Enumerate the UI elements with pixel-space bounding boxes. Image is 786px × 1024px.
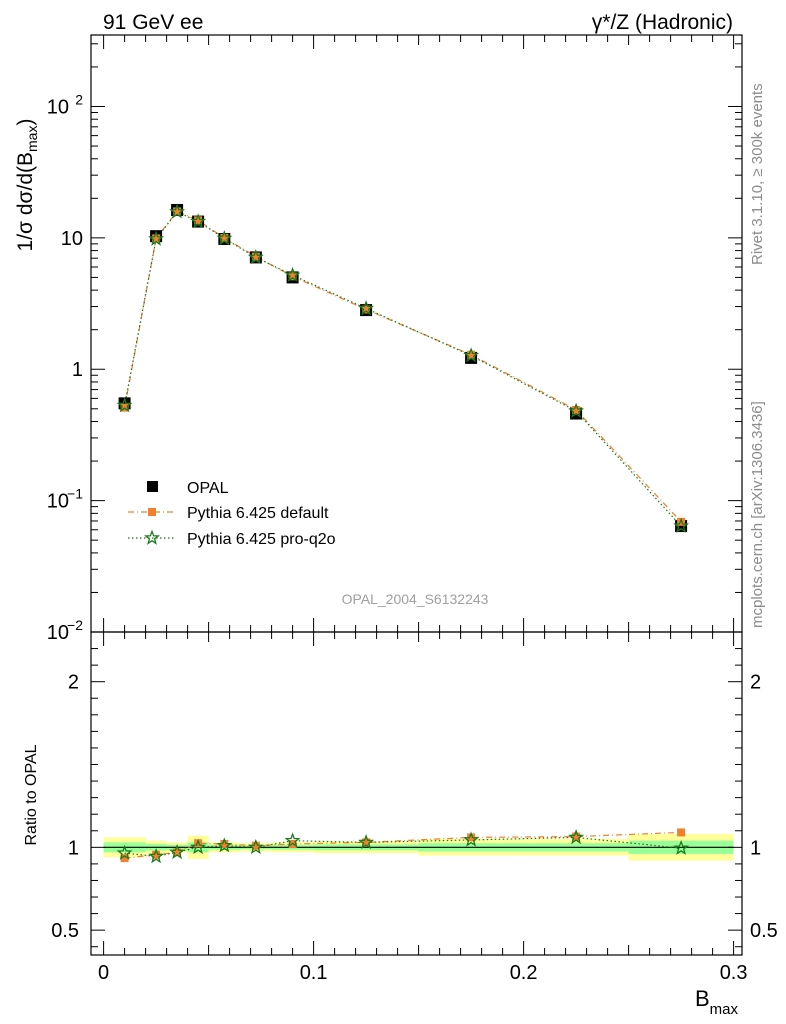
proq2o-point — [148, 230, 165, 246]
ratio-default-point — [467, 833, 476, 842]
ratio-panel: 0.5 0.5 1 1 2 2 0 0.1 0.2 0.3 — [51, 631, 778, 984]
ratio-ytick-label-right: 2 — [750, 672, 761, 694]
legend: OPAL Pythia 6.425 default Pythia 6.425 p… — [128, 480, 336, 548]
ratio-proq2o-point — [216, 837, 233, 853]
ratio-proq2o-point — [190, 838, 207, 855]
ratio-series — [116, 828, 690, 864]
proq2o-point — [358, 300, 375, 316]
default-point — [362, 305, 371, 314]
ratio-ytick-label: 0.5 — [51, 920, 79, 942]
default-point — [251, 252, 260, 261]
ratio-default-point — [677, 828, 686, 837]
main-ytick-label: 10 — [61, 228, 83, 250]
ratio-xtick-label: 0.1 — [300, 962, 328, 984]
ratio-xtick-label: 0.2 — [510, 962, 538, 984]
analysis-watermark: OPAL_2004_S6132243 — [342, 591, 489, 607]
ratio-proq2o-point — [463, 831, 480, 847]
ratio-ylabel: Ratio to OPAL — [23, 744, 40, 845]
ratio-proq2o-point — [358, 834, 375, 850]
default-point — [173, 207, 182, 216]
main-ylabel: 1/σ dσ/d(Bmax) — [14, 119, 40, 252]
proq2o-point — [247, 249, 264, 265]
legend-label-opal: OPAL — [187, 480, 229, 497]
ratio-proq2o-point — [247, 838, 264, 855]
ratio-ytick-label-right: 1 — [750, 837, 761, 859]
proq2o-point — [284, 266, 301, 282]
ratio-default-point — [152, 850, 161, 859]
legend-star-shape — [144, 529, 160, 545]
ratio-xtick-label: 0 — [98, 962, 109, 984]
rivet-label: Rivet 3.1.10, ≥ 300k events — [749, 83, 766, 265]
default-point — [220, 233, 229, 242]
ratio-proq2o-point — [169, 843, 186, 860]
ratio-proq2o-point — [568, 829, 585, 845]
ratio-default-point — [120, 854, 129, 863]
main-ytick-label: 1 — [72, 359, 83, 381]
proq2o-point — [116, 397, 133, 413]
main-ytick-label-base: 10 — [47, 96, 69, 118]
main-ytick-label-exp: 2 — [75, 91, 83, 107]
default-point — [194, 216, 203, 225]
ratio-ytick-label: 2 — [68, 672, 79, 694]
main-ytick-label-base: 10 — [47, 622, 69, 644]
x-axis-label: Bmax — [695, 986, 739, 1018]
ratio-ytick-label: 1 — [68, 837, 79, 859]
ratio-frame — [90, 631, 743, 956]
ratio-proq2o-point — [284, 832, 301, 848]
main-series — [116, 203, 690, 533]
proq2o-point — [169, 203, 186, 219]
default-point — [152, 234, 161, 243]
ratio-xtick-label: 0.3 — [720, 962, 748, 984]
ratio-proq2o-point — [116, 844, 133, 860]
ratio-proq2o-point — [148, 848, 165, 864]
series-line-proq2o — [124, 211, 682, 527]
default-point — [288, 272, 297, 281]
header-left: 91 GeV ee — [103, 11, 203, 34]
ratio-default-point — [251, 841, 260, 850]
ratio-default-point — [362, 838, 371, 847]
series-line-default — [124, 210, 682, 523]
ratio-ytick-label-right: 0.5 — [750, 920, 778, 942]
ratio-default-point — [220, 840, 229, 849]
ratio-default-point — [572, 832, 581, 841]
proq2o-point — [673, 517, 690, 533]
main-ytick-label-base: 10 — [47, 491, 69, 513]
proq2o-point — [216, 230, 233, 246]
legend-marker-opal — [147, 481, 158, 492]
ratio-proq2o-point — [673, 839, 690, 855]
main-ytick-label-exp: −2 — [67, 617, 83, 633]
legend-label-proq2o: Pythia 6.425 pro-q2o — [187, 531, 336, 548]
default-point — [467, 350, 476, 359]
default-point — [572, 405, 581, 414]
ratio-default-point — [173, 848, 182, 857]
header-right: γ*/Z (Hadronic) — [592, 11, 733, 34]
legend-marker-default — [148, 508, 156, 516]
mcplots-label: mcplots.cern.ch [arXiv:1306.3436] — [749, 401, 766, 628]
main-ytick-label-exp: −1 — [67, 486, 83, 502]
proq2o-point — [463, 347, 480, 363]
legend-marker-proq2o — [144, 529, 160, 545]
proq2o-point — [190, 213, 207, 229]
ratio-ticks: 0.5 0.5 1 1 2 2 0 0.1 0.2 0.3 — [51, 632, 778, 984]
proq2o-point — [568, 402, 585, 418]
ratio-default-point — [194, 839, 203, 848]
default-point — [677, 517, 686, 526]
legend-label-default: Pythia 6.425 default — [187, 505, 329, 522]
